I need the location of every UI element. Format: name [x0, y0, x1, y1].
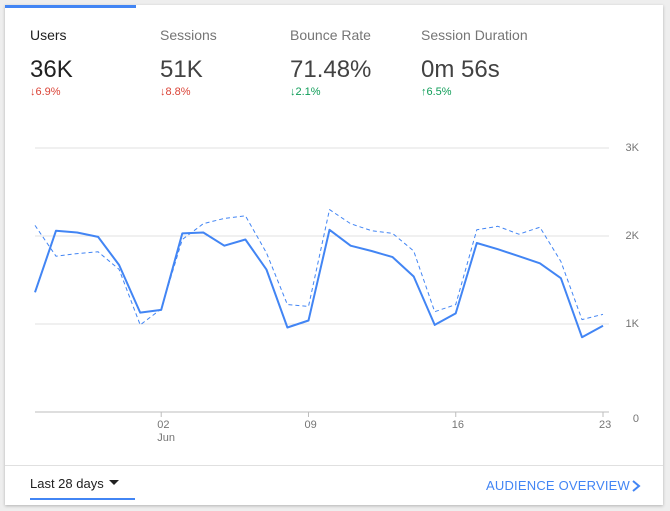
metric-name: Users: [30, 27, 67, 43]
metric-delta: ↓2.1%: [290, 86, 415, 98]
users-series-line: [34, 228, 604, 339]
metric-name: Sessions: [160, 27, 217, 43]
metric-delta: ↓8.8%: [160, 86, 285, 98]
audience-overview-card: Users 36K ↓6.9% Sessions 51K ↓8.8% Bounc…: [5, 5, 663, 505]
metric-tab-bounce-rate[interactable]: Bounce Rate 71.48% ↓2.1%: [290, 27, 415, 98]
metric-value: 51K: [160, 56, 203, 83]
metric-delta-value: 8.8%: [165, 86, 191, 98]
x-tick-label: 23: [599, 419, 611, 431]
x-tick-label: 02: [157, 419, 169, 431]
chevron-right-icon[interactable]: [630, 479, 642, 493]
metric-delta-value: 6.9%: [35, 86, 61, 98]
metric-delta-value: 2.1%: [295, 86, 321, 98]
metric-delta: ↓6.9%: [30, 86, 155, 98]
metric-value: 0m 56s: [421, 56, 500, 83]
footer-divider: [5, 465, 663, 466]
arrow-up-icon: ↑: [421, 86, 427, 98]
metric-delta: ↑6.5%: [421, 86, 591, 98]
y-tick-label: 2K: [626, 230, 640, 242]
y-tick-label: 0: [633, 413, 639, 425]
metric-value: 71.48%: [290, 56, 372, 83]
x-tick-label: 16: [452, 419, 464, 431]
metric-tab-session-duration[interactable]: Session Duration 0m 56s ↑6.5%: [421, 27, 591, 98]
date-range-label: Last 28 days: [30, 476, 104, 491]
x-tick-sublabel: Jun: [157, 432, 175, 444]
comparison-series-line: [34, 209, 604, 326]
active-metric-indicator: [5, 5, 136, 8]
date-range-dropdown[interactable]: Last 28 days: [30, 476, 135, 500]
metric-value: 36K: [30, 56, 73, 83]
y-tick-label: 1K: [626, 318, 640, 330]
audience-overview-link[interactable]: AUDIENCE OVERVIEW: [486, 478, 631, 493]
metric-name: Bounce Rate: [290, 27, 371, 43]
arrow-down-icon: ↓: [290, 86, 296, 98]
x-tick-label: 09: [304, 419, 316, 431]
metric-delta-value: 6.5%: [426, 86, 452, 98]
metric-tab-users[interactable]: Users 36K ↓6.9%: [30, 27, 155, 98]
y-tick-label: 3K: [626, 142, 640, 154]
caret-down-icon: [109, 480, 119, 485]
arrow-down-icon: ↓: [30, 86, 36, 98]
metric-tab-sessions[interactable]: Sessions 51K ↓8.8%: [160, 27, 285, 98]
metric-name: Session Duration: [421, 27, 528, 43]
arrow-down-icon: ↓: [160, 86, 166, 98]
